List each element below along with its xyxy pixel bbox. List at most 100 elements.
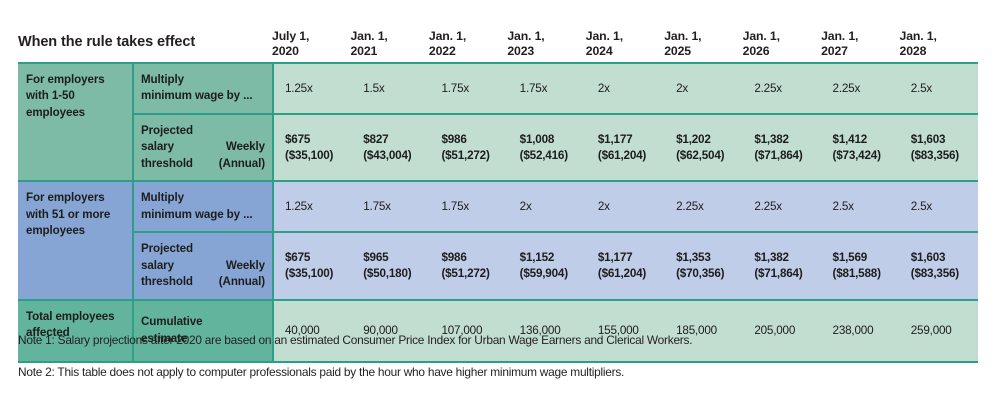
cell-value-annual: ($35,100) bbox=[285, 148, 334, 162]
cell: 1.75x bbox=[352, 182, 430, 231]
cell-value: 2.5x bbox=[910, 81, 933, 95]
column-header-line1: Jan. 1, bbox=[507, 29, 545, 43]
cell-value: 107,000 bbox=[441, 323, 483, 337]
column-header-line1: Jan. 1, bbox=[585, 29, 623, 43]
cell-value-weekly: $1,382 bbox=[754, 251, 789, 265]
column-header-line1: Jan. 1, bbox=[821, 29, 859, 43]
row-label-salary-threshold: Projected salary Weekly threshold (Annua… bbox=[134, 114, 272, 181]
cell: 155,000 bbox=[587, 301, 665, 361]
cell-value-weekly: $1,202 bbox=[676, 132, 711, 146]
wage-rule-table: When the rule takes effect July 1, 2020 … bbox=[18, 10, 978, 363]
cell-value: 2.5x bbox=[910, 199, 933, 213]
cell-value: 2x bbox=[676, 81, 689, 95]
cell-value-annual: ($51,272) bbox=[441, 266, 490, 280]
cell: $827 ($43,004) bbox=[352, 115, 430, 180]
row-label-cumulative-estimate: Cumulative estimate bbox=[134, 300, 272, 361]
cell: 2.5x bbox=[900, 182, 978, 231]
band-rows: Multiply minimum wage by ... 1.25x 1.5x … bbox=[132, 64, 978, 181]
cell-value-weekly: $986 bbox=[441, 251, 467, 265]
cell: $675 ($35,100) bbox=[274, 233, 352, 298]
column-header-2020: July 1, 2020 bbox=[272, 29, 350, 62]
cell-value-annual: ($83,356) bbox=[910, 266, 959, 280]
cell: 2x bbox=[587, 182, 665, 231]
row-label-line2: minimum wage by ... bbox=[141, 89, 253, 103]
row-label-line2: estimate bbox=[141, 331, 188, 345]
cell: 40,000 bbox=[274, 301, 352, 361]
cell-value-annual: ($71,864) bbox=[754, 266, 803, 280]
column-header-line1: July 1, bbox=[272, 29, 310, 43]
cell-value-weekly: $986 bbox=[441, 132, 467, 146]
cell: 2.25x bbox=[665, 182, 743, 231]
row-label-line3: threshold bbox=[141, 275, 193, 289]
column-header-line2: 2026 bbox=[742, 43, 770, 58]
row-label-line2: minimum wage by ... bbox=[141, 207, 253, 221]
cell: 2.5x bbox=[822, 182, 900, 231]
note-1: Note 1: Salary projections after 2020 ar… bbox=[18, 333, 693, 347]
band-label-total-employees: Total employees affected bbox=[18, 300, 132, 361]
column-header-line1: Jan. 1, bbox=[350, 29, 388, 43]
cell: 205,000 bbox=[743, 301, 821, 361]
row-label-line3: threshold bbox=[141, 156, 193, 170]
cell: 1.75x bbox=[430, 182, 508, 231]
band-rows: Multiply minimum wage by ... 1.25x 1.75x… bbox=[132, 182, 978, 299]
cell-value: 2.25x bbox=[754, 81, 782, 95]
cell-value: 90,000 bbox=[363, 323, 398, 337]
row-cells: 40,000 90,000 107,000 136,000 155,000 18… bbox=[272, 300, 978, 361]
band-label-employers-51-plus: For employers with 51 or more employees bbox=[18, 182, 132, 299]
cell-value-weekly: $1,177 bbox=[597, 132, 633, 146]
cell-value-annual: ($51,272) bbox=[441, 148, 490, 162]
row-cells: $675 ($35,100) $965 ($50,180) $986 ($51,272… bbox=[272, 233, 978, 299]
cell-value-weekly: $1,008 bbox=[519, 132, 555, 146]
cell-value-weekly: $827 bbox=[363, 132, 389, 146]
cell-value-weekly: $1,353 bbox=[676, 251, 711, 265]
cell: 2.25x bbox=[822, 64, 900, 113]
column-header-2022: Jan. 1, 2022 bbox=[429, 29, 507, 62]
cell: $1,177 ($61,204) bbox=[587, 115, 665, 180]
column-header-line2: 2023 bbox=[507, 43, 535, 58]
cell-value: 2.25x bbox=[676, 199, 704, 213]
cell: $1,152 ($59,904) bbox=[509, 233, 587, 298]
cell-value: 2x bbox=[597, 81, 610, 95]
column-header-line1: Jan. 1, bbox=[899, 29, 937, 43]
cell: 136,000 bbox=[509, 301, 587, 361]
cell: 1.75x bbox=[509, 64, 587, 113]
row-label-line1: Multiply bbox=[141, 191, 184, 205]
cell: 185,000 bbox=[665, 301, 743, 361]
table-body: For employers with 1-50 employees Multip… bbox=[18, 62, 978, 363]
cell: 2.25x bbox=[743, 64, 821, 113]
cell-value-annual: ($59,904) bbox=[519, 266, 568, 280]
column-header-line1: Jan. 1, bbox=[742, 29, 780, 43]
cell: $1,603 ($83,356) bbox=[900, 115, 978, 180]
cell: 1.25x bbox=[274, 182, 352, 231]
row-label-multiplier: Multiply minimum wage by ... bbox=[134, 64, 272, 113]
column-header-line2: 2025 bbox=[664, 43, 691, 58]
cell-value: 1.75x bbox=[441, 199, 470, 213]
column-header-2023: Jan. 1, 2023 bbox=[507, 29, 585, 62]
column-header-2026: Jan. 1, 2026 bbox=[743, 29, 821, 62]
cell: $1,353 ($70,356) bbox=[665, 233, 743, 298]
row-label-weekly: Weekly bbox=[225, 140, 265, 154]
column-header-line2: 2027 bbox=[821, 43, 848, 58]
cell: 2x bbox=[665, 64, 743, 113]
cell-value-weekly: $965 bbox=[363, 251, 389, 265]
row-label-line2: salary bbox=[141, 258, 174, 272]
page-title: When the rule takes effect bbox=[18, 34, 196, 51]
row-label-annual: (Annual) bbox=[218, 275, 265, 289]
cell-value-annual: ($35,100) bbox=[285, 266, 334, 280]
column-header-2028: Jan. 1, 2028 bbox=[900, 29, 978, 62]
cell-value-annual: ($73,424) bbox=[832, 148, 881, 162]
cell: 1.5x bbox=[352, 64, 430, 113]
row-label-annual: (Annual) bbox=[218, 156, 265, 170]
column-header-2027: Jan. 1, 2027 bbox=[821, 29, 899, 62]
cell: 2x bbox=[587, 64, 665, 113]
row-label-weekly: Weekly bbox=[225, 258, 265, 272]
cell-value-weekly: $675 bbox=[285, 251, 311, 265]
table-row: Projected salary Weekly threshold (Annua… bbox=[134, 112, 978, 181]
band-label-employers-1-50: For employers with 1-50 employees bbox=[18, 64, 132, 181]
cell: 2.25x bbox=[743, 182, 821, 231]
cell: $1,008 ($52,416) bbox=[509, 115, 587, 180]
cell-value: 185,000 bbox=[676, 323, 717, 337]
cell-value-annual: ($61,204) bbox=[597, 148, 647, 162]
cell-value: 2x bbox=[597, 199, 610, 213]
cell: 2x bbox=[509, 182, 587, 231]
